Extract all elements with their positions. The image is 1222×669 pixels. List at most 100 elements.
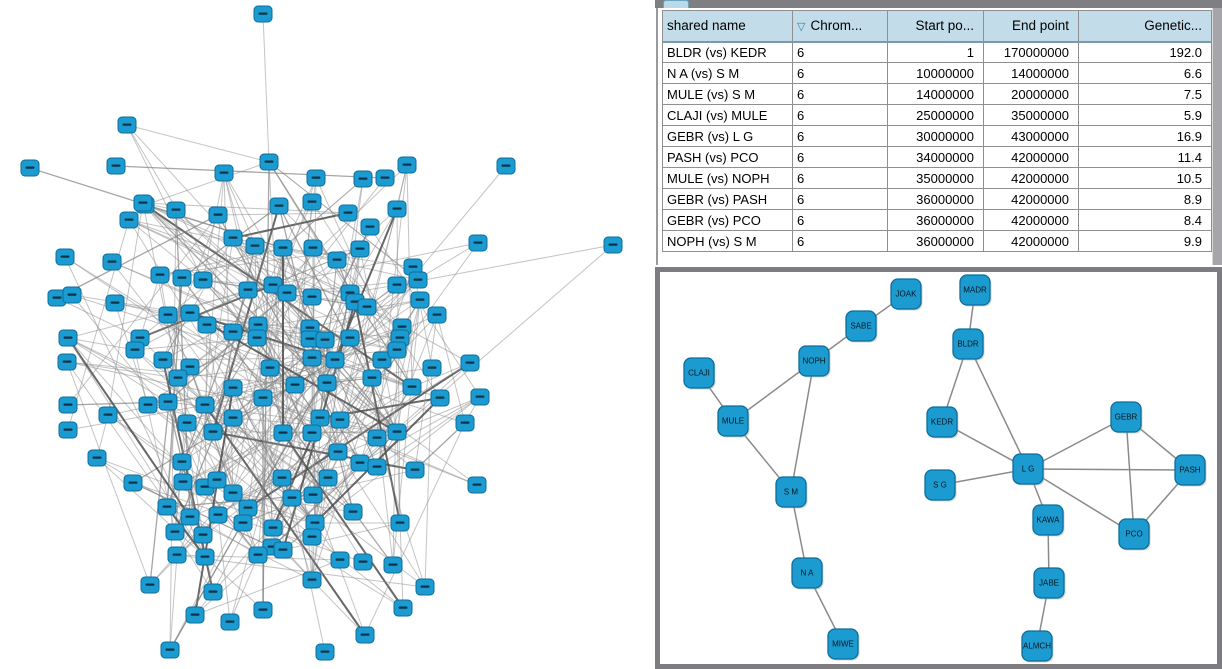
table-cell[interactable]: 6 — [792, 209, 888, 231]
graph-node[interactable] — [393, 599, 413, 617]
table-cell[interactable]: 1 — [887, 41, 984, 63]
table-scrollbar[interactable] — [1212, 8, 1222, 265]
graph-node[interactable] — [117, 116, 137, 134]
graph-node[interactable] — [402, 378, 422, 396]
graph-node-CLAJI[interactable]: CLAJI — [683, 357, 716, 390]
graph-node[interactable] — [415, 578, 435, 596]
graph-node[interactable] — [422, 359, 442, 377]
graph-node[interactable] — [220, 613, 240, 631]
graph-node-NA[interactable]: N A — [791, 557, 824, 590]
graph-node[interactable] — [207, 471, 227, 489]
graph-node[interactable] — [87, 449, 107, 467]
graph-node[interactable] — [55, 248, 75, 266]
graph-node[interactable] — [223, 229, 243, 247]
graph-node[interactable] — [248, 546, 268, 564]
graph-node[interactable] — [387, 276, 407, 294]
graph-node[interactable] — [306, 169, 326, 187]
table-cell[interactable]: 42000000 — [983, 146, 1079, 168]
graph-node[interactable] — [98, 406, 118, 424]
table-cell[interactable]: 36000000 — [887, 209, 984, 231]
graph-node-JOAK[interactable]: JOAK — [890, 278, 923, 311]
table-row[interactable]: GEBR (vs) L G 6 30000000 43000000 16.9 — [662, 125, 1212, 147]
graph-node-JABE[interactable]: JABE — [1033, 567, 1066, 600]
graph-node-SM[interactable]: S M — [775, 476, 808, 509]
graph-node[interactable] — [340, 329, 360, 347]
graph-node[interactable] — [467, 476, 487, 494]
edge-attribute-table[interactable]: shared name ▽ Chrom... Start po... End point… — [662, 10, 1212, 252]
graph-node[interactable] — [223, 484, 243, 502]
graph-node[interactable] — [259, 153, 279, 171]
graph-node-GEBR[interactable]: GEBR — [1110, 401, 1143, 434]
graph-node[interactable] — [273, 424, 293, 442]
table-cell[interactable]: 36000000 — [887, 188, 984, 210]
graph-node[interactable] — [277, 284, 297, 302]
table-cell[interactable]: 8.9 — [1078, 188, 1212, 210]
main-network-canvas[interactable] — [0, 0, 655, 669]
graph-node[interactable] — [367, 458, 387, 476]
table-cell[interactable]: 14000000 — [887, 83, 984, 105]
graph-node[interactable] — [350, 240, 370, 258]
table-cell[interactable]: MULE (vs) NOPH — [662, 167, 793, 189]
table-cell[interactable]: 6 — [792, 146, 888, 168]
table-cell[interactable]: MULE (vs) S M — [662, 83, 793, 105]
table-cell[interactable]: PASH (vs) PCO — [662, 146, 793, 168]
graph-node[interactable] — [185, 606, 205, 624]
table-row[interactable]: PASH (vs) PCO 6 34000000 42000000 11.4 — [662, 146, 1212, 168]
graph-node[interactable] — [253, 601, 273, 619]
graph-node-PCO[interactable]: PCO — [1118, 518, 1151, 551]
table-cell[interactable]: 6 — [792, 125, 888, 147]
table-cell[interactable]: 20000000 — [983, 83, 1079, 105]
table-row[interactable]: GEBR (vs) PCO 6 36000000 42000000 8.4 — [662, 209, 1212, 231]
graph-node[interactable] — [353, 170, 373, 188]
table-cell[interactable]: GEBR (vs) PCO — [662, 209, 793, 231]
graph-node[interactable] — [140, 576, 160, 594]
graph-node[interactable] — [496, 157, 516, 175]
graph-node[interactable] — [303, 239, 323, 257]
graph-node[interactable] — [315, 643, 335, 661]
graph-node[interactable] — [157, 498, 177, 516]
graph-node[interactable] — [272, 469, 292, 487]
graph-node[interactable] — [158, 393, 178, 411]
graph-node[interactable] — [165, 523, 185, 541]
graph-node[interactable] — [302, 288, 322, 306]
graph-node[interactable] — [397, 156, 417, 174]
table-row[interactable]: MULE (vs) S M 6 14000000 20000000 7.5 — [662, 83, 1212, 105]
table-cell[interactable]: 170000000 — [983, 41, 1079, 63]
graph-node[interactable] — [383, 556, 403, 574]
table-cell[interactable]: 42000000 — [983, 167, 1079, 189]
graph-node[interactable] — [197, 316, 217, 334]
graph-node[interactable] — [318, 469, 338, 487]
table-cell[interactable]: 192.0 — [1078, 41, 1212, 63]
graph-node[interactable] — [57, 353, 77, 371]
table-cell[interactable]: 34000000 — [887, 146, 984, 168]
graph-node[interactable] — [233, 514, 253, 532]
graph-node[interactable] — [302, 193, 322, 211]
graph-node[interactable] — [263, 519, 283, 537]
table-cell[interactable]: 42000000 — [983, 209, 1079, 231]
graph-node[interactable] — [455, 414, 475, 432]
column-header-endpoint[interactable]: End point — [983, 10, 1079, 43]
graph-node[interactable] — [138, 396, 158, 414]
table-cell[interactable]: 10.5 — [1078, 167, 1212, 189]
graph-node[interactable] — [58, 329, 78, 347]
table-body[interactable]: BLDR (vs) KEDR 6 1 170000000 192.0 N A (vs) S… — [662, 41, 1212, 252]
graph-node[interactable] — [285, 376, 305, 394]
graph-node[interactable] — [330, 411, 350, 429]
graph-node[interactable] — [62, 286, 82, 304]
graph-node[interactable] — [58, 396, 78, 414]
graph-node[interactable] — [168, 369, 188, 387]
graph-node[interactable] — [328, 443, 348, 461]
graph-node[interactable] — [245, 237, 265, 255]
table-cell[interactable]: GEBR (vs) L G — [662, 125, 793, 147]
graph-node[interactable] — [603, 236, 623, 254]
graph-node-MADR[interactable]: MADR — [959, 274, 992, 307]
graph-node[interactable] — [427, 306, 447, 324]
graph-node[interactable] — [403, 258, 423, 276]
table-cell[interactable]: 11.4 — [1078, 146, 1212, 168]
graph-node[interactable] — [153, 351, 173, 369]
graph-node[interactable] — [360, 218, 380, 236]
table-cell[interactable]: 30000000 — [887, 125, 984, 147]
table-cell[interactable]: CLAJI (vs) MULE — [662, 104, 793, 126]
graph-node[interactable] — [238, 499, 258, 517]
graph-node[interactable] — [123, 474, 143, 492]
